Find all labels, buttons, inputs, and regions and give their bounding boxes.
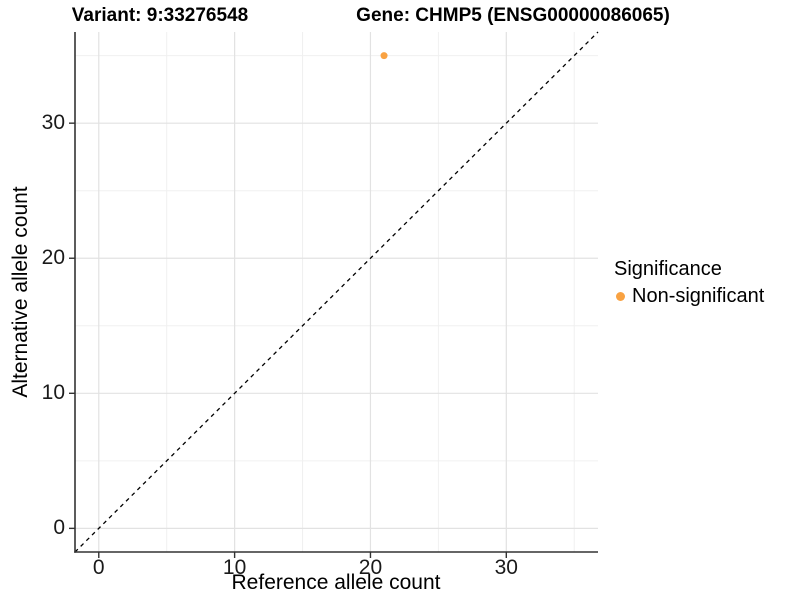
x-tick-label: 10: [222, 556, 247, 579]
legend-title: Significance: [614, 258, 722, 280]
variant-title: Variant: 9:33276548: [71, 5, 249, 26]
legend-item: Non-significant: [612, 282, 764, 310]
data-point: [380, 52, 388, 60]
gene-title: Gene: CHMP5 (ENSG00000086065): [356, 5, 670, 26]
legend-item-label: Non-significant: [632, 284, 765, 307]
y-tick-label: 10: [41, 381, 65, 405]
legend: Significance Non-significant: [612, 256, 764, 310]
legend-key-point-icon: [616, 291, 625, 301]
y-tick-label: 0: [53, 516, 65, 540]
y-tick-label: 20: [41, 246, 65, 270]
x-tick-label: 20: [358, 556, 383, 579]
x-tick-label: 30: [494, 556, 518, 579]
x-axis-title: Reference allele count: [231, 571, 441, 594]
y-tick-label: 30: [41, 111, 65, 135]
x-tick-label: 0: [92, 556, 105, 579]
identity-reference-line: [74, 31, 599, 553]
y-axis-title: Alternative allele count: [9, 186, 32, 398]
